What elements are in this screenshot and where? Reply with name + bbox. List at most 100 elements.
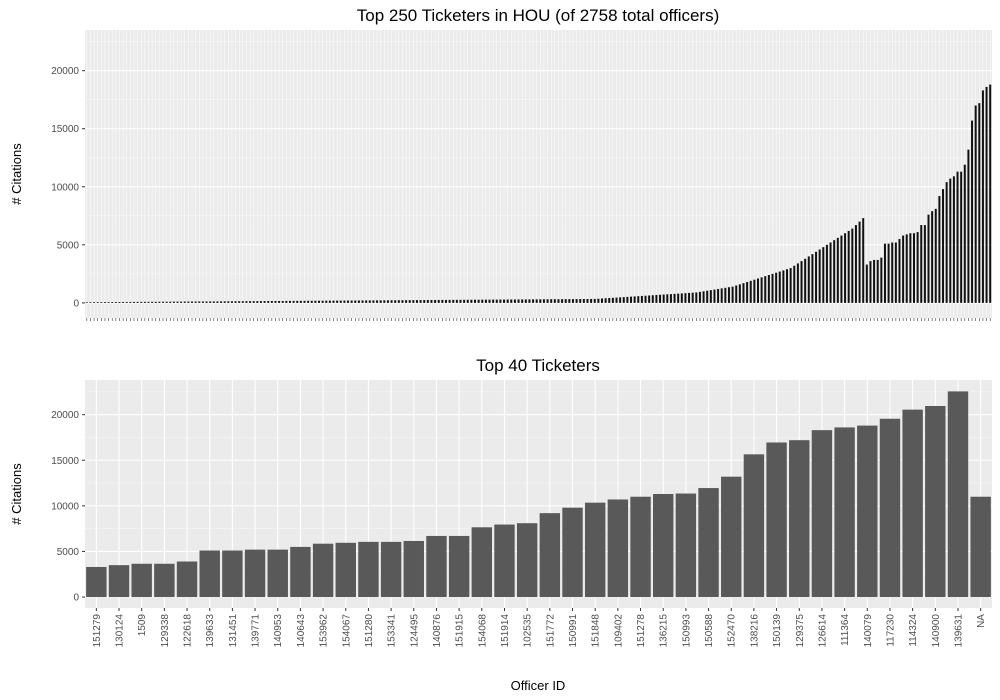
y-tick-label: 15000	[51, 456, 79, 467]
bar	[680, 293, 683, 303]
top-panel-title: Top 250 Ticketers in HOU (of 2758 total …	[357, 6, 720, 25]
bar	[187, 301, 190, 303]
x-tick-label: 117230	[885, 614, 896, 647]
bar	[844, 233, 847, 303]
bar	[448, 299, 451, 303]
bar	[386, 300, 389, 303]
x-tick-label: 139633	[205, 614, 216, 648]
bar	[343, 300, 346, 303]
bar	[640, 295, 643, 303]
bar	[985, 86, 988, 303]
bar	[869, 261, 872, 303]
bar	[956, 171, 959, 303]
bar	[147, 301, 150, 303]
x-tick-label: 102535	[523, 614, 534, 648]
top-gridlines	[85, 30, 992, 318]
bar	[709, 290, 712, 303]
bar	[459, 299, 462, 303]
bar	[698, 291, 701, 303]
x-tick-label: 140079	[863, 614, 874, 648]
bar	[122, 301, 125, 303]
bar	[172, 301, 175, 303]
bar	[793, 265, 796, 303]
bar	[455, 299, 458, 303]
bar	[749, 280, 752, 303]
bar	[949, 178, 952, 303]
bar	[376, 300, 379, 303]
bar	[760, 277, 763, 303]
bar	[296, 300, 299, 303]
bar	[938, 196, 941, 303]
bar	[695, 292, 698, 303]
bar	[963, 164, 966, 303]
bar	[909, 233, 912, 303]
bar	[698, 488, 719, 598]
bar	[535, 299, 538, 303]
bar	[688, 292, 691, 303]
bar	[528, 299, 531, 303]
bar	[169, 301, 172, 303]
bar	[495, 299, 498, 303]
bar	[332, 300, 335, 303]
bar	[111, 302, 114, 303]
bar	[553, 299, 556, 303]
bar	[633, 296, 636, 303]
bar	[622, 297, 625, 303]
bar	[368, 300, 371, 303]
bar	[836, 237, 839, 303]
bar	[230, 301, 233, 303]
bar	[263, 301, 266, 303]
bar	[568, 299, 571, 303]
bar	[607, 499, 629, 598]
bar	[471, 527, 493, 598]
bar	[626, 296, 629, 303]
bar	[212, 301, 215, 303]
bar	[691, 292, 694, 303]
bar	[539, 299, 542, 303]
bar	[862, 218, 865, 303]
bar	[782, 270, 785, 303]
x-tick-label: 153341	[387, 614, 398, 648]
bar	[604, 298, 607, 303]
bar	[778, 271, 781, 303]
bar	[600, 298, 603, 303]
bar	[807, 256, 810, 303]
bar	[804, 258, 807, 303]
bar	[325, 300, 328, 303]
bar	[579, 299, 582, 303]
bar	[840, 235, 843, 303]
bar	[307, 300, 310, 303]
bar	[764, 276, 767, 303]
bar	[245, 301, 248, 303]
bar	[590, 298, 593, 303]
bar	[666, 294, 669, 303]
bar	[452, 299, 455, 303]
bar	[365, 300, 368, 303]
bar	[597, 298, 600, 303]
x-tick-label: 140643	[296, 614, 307, 648]
bar	[154, 563, 175, 598]
bar	[655, 295, 658, 303]
bar	[562, 507, 583, 598]
bar	[829, 242, 832, 303]
y-tick-label: 5000	[57, 547, 80, 558]
bar	[542, 299, 545, 303]
x-tick-label: 1509	[137, 614, 148, 637]
bar	[532, 299, 535, 303]
bar	[176, 301, 179, 303]
bar	[735, 285, 738, 303]
bar	[753, 279, 756, 303]
bar	[873, 259, 876, 303]
bar	[857, 425, 878, 598]
bar	[96, 302, 99, 303]
bar	[611, 297, 614, 303]
bar	[516, 523, 538, 598]
bar	[717, 288, 720, 303]
bar	[335, 542, 356, 598]
bar	[444, 299, 447, 303]
y-tick-label: 10000	[51, 182, 79, 193]
x-tick-label: 109402	[613, 614, 624, 648]
x-tick-label: 150993	[681, 614, 692, 648]
x-tick-label: 114324	[908, 614, 919, 647]
bar	[925, 405, 946, 598]
